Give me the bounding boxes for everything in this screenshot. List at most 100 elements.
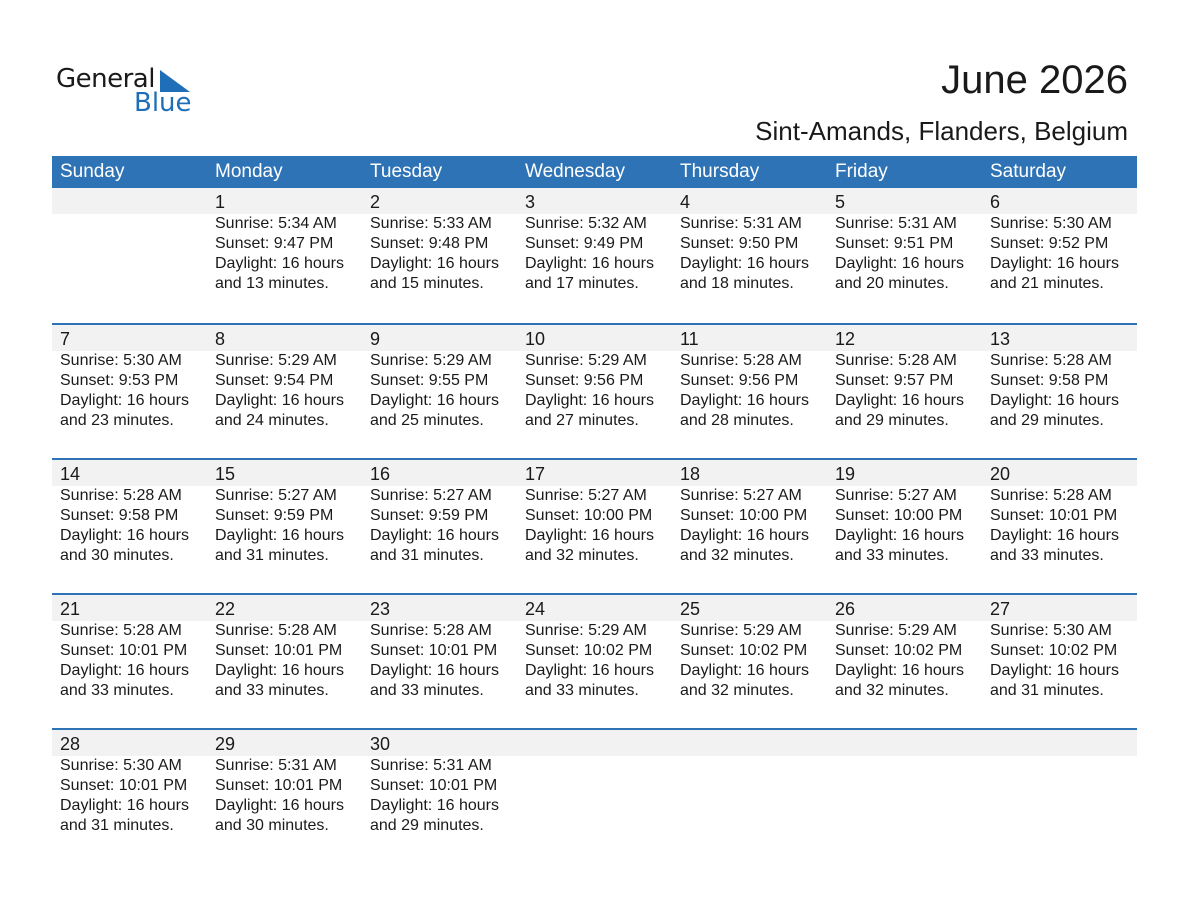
day-number: 24	[525, 599, 546, 619]
daylight-text: Daylight: 16 hours	[835, 392, 964, 409]
day-cell: 12 Sunrise: 5:28 AM Sunset: 9:57 PM Dayligh…	[827, 325, 982, 431]
sunrise-text: Sunrise: 5:29 AM	[525, 352, 647, 369]
day-number: 11	[680, 329, 699, 349]
day-cell: 15 Sunrise: 5:27 AM Sunset: 9:59 PM Dayligh…	[207, 460, 362, 566]
day-number: 23	[370, 599, 391, 619]
day-number: 9	[370, 329, 381, 349]
day-cell: 10 Sunrise: 5:29 AM Sunset: 9:56 PM Dayligh…	[517, 325, 672, 431]
date-band	[52, 188, 1137, 214]
daylight-minutes-text: and 33 minutes.	[60, 682, 174, 699]
sunset-text: Sunset: 9:59 PM	[370, 507, 489, 524]
calendar-week: 1 Sunrise: 5:34 AM Sunset: 9:47 PM Daylight…	[52, 188, 1137, 323]
calendar-grid: Sunday Monday Tuesday Wednesday Thursday Frid…	[52, 156, 1137, 863]
day-number: 14	[60, 464, 81, 484]
sunrise-text: Sunrise: 5:28 AM	[60, 622, 182, 639]
day-cell: 29 Sunrise: 5:31 AM Sunset: 10:01 PM Daylig…	[207, 730, 362, 836]
sunset-text: Sunset: 10:01 PM	[215, 642, 343, 659]
daylight-text: Daylight: 16 hours	[680, 662, 809, 679]
sunset-text: Sunset: 10:01 PM	[60, 642, 188, 659]
daylight-text: Daylight: 16 hours	[370, 662, 499, 679]
day-number: 25	[680, 599, 701, 619]
sunrise-text: Sunrise: 5:30 AM	[990, 622, 1112, 639]
daylight-text: Daylight: 16 hours	[525, 392, 654, 409]
daylight-minutes-text: and 33 minutes.	[525, 682, 639, 699]
day-number: 7	[60, 329, 71, 349]
sunrise-text: Sunrise: 5:28 AM	[60, 487, 182, 504]
day-cell: 9 Sunrise: 5:29 AM Sunset: 9:55 PM Daylight…	[362, 325, 517, 431]
daylight-minutes-text: and 33 minutes.	[835, 547, 949, 564]
daylight-minutes-text: and 32 minutes.	[835, 682, 949, 699]
day-number: 5	[835, 192, 846, 212]
daylight-text: Daylight: 16 hours	[215, 392, 344, 409]
weekday-header-row: Sunday Monday Tuesday Wednesday Thursday Frid…	[52, 156, 1137, 188]
sunrise-text: Sunrise: 5:27 AM	[370, 487, 492, 504]
sunset-text: Sunset: 10:01 PM	[215, 777, 343, 794]
sunrise-text: Sunrise: 5:31 AM	[215, 757, 337, 774]
day-number: 20	[990, 464, 1011, 484]
day-cell: 8 Sunrise: 5:29 AM Sunset: 9:54 PM Daylight…	[207, 325, 362, 431]
sunset-text: Sunset: 9:54 PM	[215, 372, 334, 389]
daylight-text: Daylight: 16 hours	[990, 392, 1119, 409]
generalblue-logo: General Blue	[56, 64, 196, 120]
sunset-text: Sunset: 9:55 PM	[370, 372, 489, 389]
sunset-text: Sunset: 9:52 PM	[990, 235, 1109, 252]
day-number: 15	[215, 464, 236, 484]
sunset-text: Sunset: 9:47 PM	[215, 235, 334, 252]
location-subtitle: Sint-Amands, Flanders, Belgium	[755, 116, 1128, 146]
day-cell: 3 Sunrise: 5:32 AM Sunset: 9:49 PM Daylight…	[517, 188, 672, 294]
sunset-text: Sunset: 10:01 PM	[990, 507, 1118, 524]
date-band	[52, 595, 1137, 621]
sunset-text: Sunset: 9:58 PM	[990, 372, 1109, 389]
day-number: 29	[215, 734, 236, 754]
sunset-text: Sunset: 10:02 PM	[680, 642, 808, 659]
daylight-text: Daylight: 16 hours	[60, 797, 189, 814]
day-number: 30	[370, 734, 391, 754]
daylight-text: Daylight: 16 hours	[60, 392, 189, 409]
daylight-minutes-text: and 32 minutes.	[525, 547, 639, 564]
daylight-text: Daylight: 16 hours	[835, 255, 964, 272]
daylight-text: Daylight: 16 hours	[370, 527, 499, 544]
sunrise-text: Sunrise: 5:29 AM	[525, 622, 647, 639]
sunset-text: Sunset: 10:01 PM	[60, 777, 188, 794]
daylight-text: Daylight: 16 hours	[215, 797, 344, 814]
daylight-text: Daylight: 16 hours	[215, 662, 344, 679]
date-band	[52, 730, 1137, 756]
sunset-text: Sunset: 9:56 PM	[680, 372, 799, 389]
sunrise-text: Sunrise: 5:29 AM	[680, 622, 802, 639]
sunrise-text: Sunrise: 5:29 AM	[215, 352, 337, 369]
day-number: 12	[835, 329, 856, 349]
empty-day-cell	[827, 730, 982, 836]
daylight-minutes-text: and 33 minutes.	[990, 547, 1104, 564]
day-cell: 14 Sunrise: 5:28 AM Sunset: 9:58 PM Dayligh…	[52, 460, 207, 566]
daylight-text: Daylight: 16 hours	[525, 662, 654, 679]
daylight-text: Daylight: 16 hours	[215, 527, 344, 544]
daylight-minutes-text: and 31 minutes.	[370, 547, 484, 564]
daylight-text: Daylight: 16 hours	[60, 662, 189, 679]
weekday-header-wednesday: Wednesday	[525, 161, 625, 182]
weekday-header-friday: Friday	[835, 161, 888, 182]
daylight-text: Daylight: 16 hours	[990, 662, 1119, 679]
day-cell: 18 Sunrise: 5:27 AM Sunset: 10:00 PM Daylig…	[672, 460, 827, 566]
sunset-text: Sunset: 9:50 PM	[680, 235, 799, 252]
day-number: 13	[990, 329, 1011, 349]
day-cell: 16 Sunrise: 5:27 AM Sunset: 9:59 PM Dayligh…	[362, 460, 517, 566]
sunrise-text: Sunrise: 5:28 AM	[370, 622, 492, 639]
sunset-text: Sunset: 9:58 PM	[60, 507, 179, 524]
weekday-header-monday: Monday	[215, 161, 283, 182]
day-cell: 24 Sunrise: 5:29 AM Sunset: 10:02 PM Daylig…	[517, 595, 672, 701]
daylight-minutes-text: and 17 minutes.	[525, 275, 639, 292]
daylight-text: Daylight: 16 hours	[835, 662, 964, 679]
daylight-minutes-text: and 31 minutes.	[215, 547, 329, 564]
sunset-text: Sunset: 9:57 PM	[835, 372, 954, 389]
daylight-minutes-text: and 28 minutes.	[680, 412, 794, 429]
sunset-text: Sunset: 10:00 PM	[680, 507, 808, 524]
day-number: 3	[525, 192, 536, 212]
daylight-text: Daylight: 16 hours	[680, 527, 809, 544]
daylight-text: Daylight: 16 hours	[370, 797, 499, 814]
daylight-text: Daylight: 16 hours	[990, 255, 1119, 272]
day-number: 28	[60, 734, 81, 754]
day-cell: 28 Sunrise: 5:30 AM Sunset: 10:01 PM Daylig…	[52, 730, 207, 836]
sunrise-text: Sunrise: 5:30 AM	[990, 215, 1112, 232]
sunset-text: Sunset: 9:49 PM	[525, 235, 644, 252]
day-cell: 21 Sunrise: 5:28 AM Sunset: 10:01 PM Daylig…	[52, 595, 207, 701]
